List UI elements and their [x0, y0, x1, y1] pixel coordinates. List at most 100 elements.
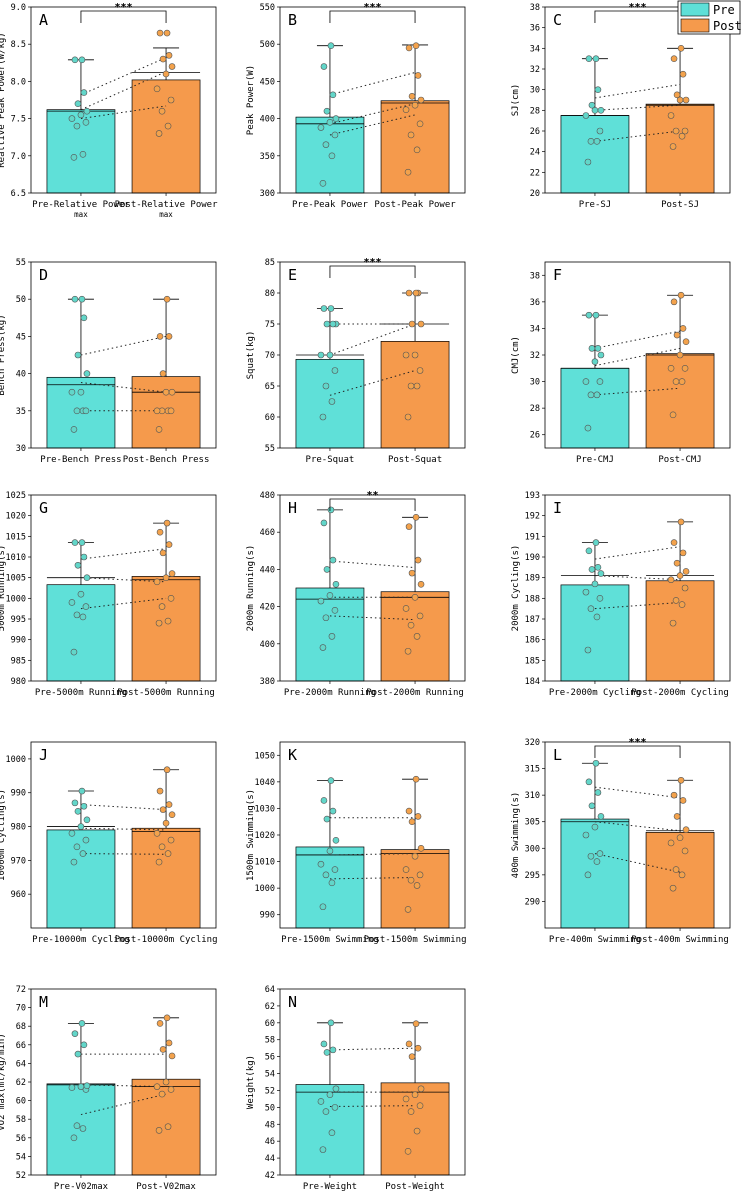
panel-n-point-post	[411, 1091, 419, 1098]
panel-i-ytick-label: 193	[525, 491, 540, 501]
panel-a-pair-line	[80, 57, 167, 96]
panel-f-point-pre	[585, 311, 593, 319]
panel-m-point-pre	[73, 1122, 81, 1130]
panel-l-point-pre	[592, 759, 600, 767]
panel-c-point-pre	[584, 158, 592, 166]
panel-a-ytick-label: 9.0	[11, 3, 26, 13]
panel-j-ylabel: 10000m Cycling(s)	[0, 789, 7, 881]
panel-c-point-pre	[582, 112, 590, 119]
panel-d-point-post	[153, 407, 161, 415]
panel-i-pair-line	[594, 601, 681, 610]
panel-e-point-post	[411, 351, 419, 359]
panel-i-point-pre	[585, 547, 593, 555]
panel-i-point-pre	[587, 605, 595, 612]
panel-i-point-pre	[582, 588, 590, 596]
panel-m-ytick-label: 52	[16, 1171, 26, 1181]
panel-l-point-post	[682, 826, 690, 833]
panel-d-point-pre	[77, 388, 85, 396]
panel-k-point-post	[413, 882, 421, 889]
panel-b-point-pre	[319, 180, 327, 187]
panel-j-point-pre	[77, 823, 85, 830]
panel-a-point-pre	[68, 115, 76, 122]
panel-m-point-pre	[68, 1084, 76, 1091]
panel-d-letter: D	[39, 266, 48, 284]
panel-e-pair-line	[329, 323, 416, 356]
panel-f-bar-pre	[560, 367, 630, 449]
panel-l-point-post	[673, 813, 681, 820]
panel-g-letter: G	[39, 499, 48, 517]
panel-h-point-post	[413, 633, 421, 640]
panel-a-xtick-label: Post-Relative Power	[115, 200, 219, 210]
panel-k-pair-line	[329, 853, 416, 856]
panel-e-point-post	[408, 320, 416, 328]
panel-a-letter: A	[39, 11, 48, 29]
panel-c-ylabel: SJ(cm)	[511, 84, 521, 117]
panel-a-ytick-label: 7.5	[11, 115, 26, 125]
panel-i-ytick-label: 186	[525, 636, 540, 646]
panel-e-point-post	[412, 289, 420, 297]
panel-m-point-pre	[83, 1082, 91, 1090]
panel-m-point-pre	[71, 1030, 79, 1037]
panel-a-point-pre	[80, 89, 88, 96]
panel-j-point-post	[159, 806, 167, 813]
panel-k-ytick-label: 1010	[255, 858, 275, 868]
panel-g-ylabel: 5000m Running(s)	[0, 545, 7, 632]
panel-c-xtick-label: Post-SJ	[661, 200, 699, 210]
panel-n-xtick-label: Post-Weight	[385, 1182, 445, 1192]
panel-a-point-post	[165, 52, 173, 59]
panel-j-ytick-label: 960	[11, 890, 26, 900]
panel-l-point-post	[669, 884, 677, 892]
panel-i-xtick-label: Pre-2000m Cycling	[549, 688, 641, 698]
panel-i-ytick-label: 189	[525, 574, 540, 584]
panel-f-point-pre	[592, 311, 600, 319]
panel-g-xtick-label: Pre-5000m Running	[35, 688, 127, 698]
panel-h-point-pre	[327, 506, 335, 514]
panel-n-point-pre	[329, 1046, 337, 1054]
panel-f-pair-line	[594, 347, 681, 367]
legend-label-post: Post	[713, 19, 741, 33]
panel-b-point-post	[402, 106, 410, 113]
panel-l-xtick-label: Pre-400m Swimming	[549, 935, 641, 945]
panel-i-bar-post	[645, 580, 715, 682]
panel-b-ytick-label: 450	[260, 77, 275, 87]
panel-e-ytick-label: 60	[265, 413, 275, 423]
legend-label-pre: Pre	[713, 3, 735, 17]
panel-k-ytick-label: 1040	[255, 778, 275, 788]
panel-f-point-post	[672, 378, 680, 385]
panel-l-ytick-label: 290	[525, 897, 540, 907]
panel-j-bar-post	[131, 827, 201, 929]
panel-d-pair-line	[80, 335, 167, 356]
panel-a-point-pre	[70, 153, 78, 161]
panel-d-ylabel: Bench Press(kg)	[0, 314, 7, 395]
panel-l-point-post	[667, 839, 675, 847]
panel-l-point-post	[678, 871, 686, 879]
panel-a-xtick-label: max	[159, 210, 173, 219]
panel-k-point-pre	[327, 777, 335, 784]
panel-a-point-pre	[71, 56, 79, 64]
panel-e-xtick-label: Pre-Squat	[306, 455, 355, 465]
panel-j-point-post	[158, 843, 166, 851]
panel-c-ytick-label: 28	[530, 106, 540, 116]
panel-b-pair-line	[329, 114, 416, 136]
panel-g-point-post	[162, 574, 170, 581]
panel-g-point-pre	[80, 553, 88, 561]
panel-l-bar-pre	[560, 818, 630, 929]
panel-n-point-pre	[332, 1085, 340, 1093]
panel-h-point-post	[404, 647, 412, 655]
panel-e-point-post	[417, 320, 425, 328]
panel-f-ylabel: CMJ(cm)	[511, 336, 521, 374]
panel-f-ytick-label: 30	[530, 378, 540, 388]
panel-a-ytick-label: 6.5	[11, 189, 26, 199]
panel-m-ytick-label: 72	[16, 985, 26, 995]
panel-i-point-pre	[593, 613, 601, 621]
panel-m-point-post	[156, 1020, 164, 1027]
panel-m-point-pre	[78, 1020, 86, 1027]
panel-m-ytick-label: 64	[16, 1059, 26, 1069]
panel-k-ytick-label: 1020	[255, 831, 275, 841]
panel-b-point-post	[416, 120, 424, 128]
panel-g-ytick-label: 1020	[6, 512, 26, 522]
panel-n-point-post	[404, 1148, 412, 1155]
panel-g-point-post	[153, 578, 161, 586]
panel-n-point-post	[417, 1085, 425, 1093]
panel-k-point-pre	[332, 837, 340, 844]
